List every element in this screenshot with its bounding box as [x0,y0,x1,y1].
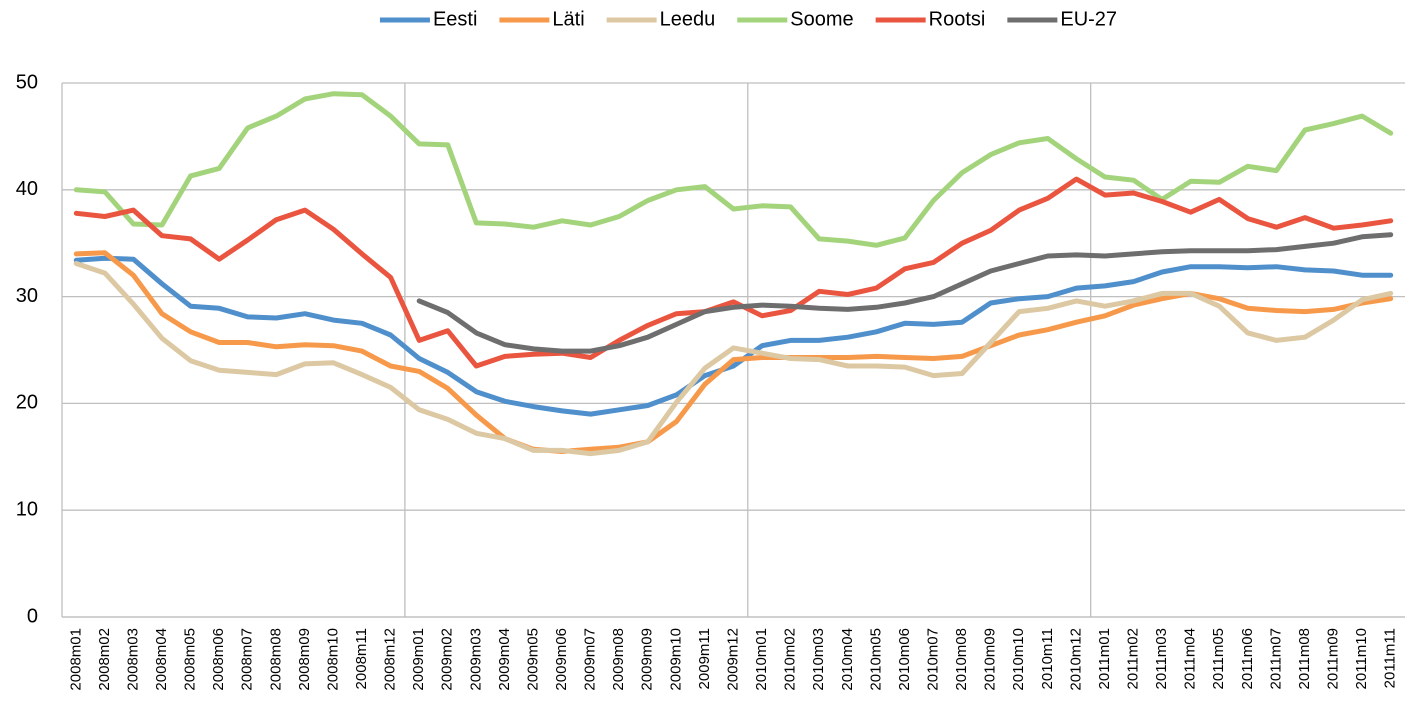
x-tick-label: 2009m02 [439,628,456,691]
x-tick-label: 2008m10 [324,628,341,691]
x-tick-label: 2009m01 [410,628,427,691]
x-tick-label: 2008m01 [67,628,84,691]
x-tick-label: 2010m10 [1010,628,1027,691]
x-tick-label: 2009m07 [582,628,599,691]
x-tick-label: 2011m07 [1267,628,1284,689]
x-tick-label: 2009m11 [696,628,713,689]
legend-label: Leedu [660,8,716,30]
x-tick-label: 2010m04 [839,628,856,691]
x-tick-label: 2011m01 [1096,628,1113,689]
x-tick-label: 2008m09 [296,628,313,691]
x-tick-label: 2011m03 [1153,628,1170,689]
x-tick-label: 2011m09 [1325,628,1342,689]
x-tick-label: 2009m12 [724,628,741,691]
legend-label: Soome [790,8,853,30]
x-tick-label: 2011m04 [1182,628,1199,689]
legend: Eesti Läti Leedu Soome Rootsi EU-27 [379,8,1117,30]
x-tick-label: 2008m03 [124,628,141,691]
y-tick-label: 0 [27,605,38,627]
legend-label: Läti [552,8,584,30]
x-tick-label: 2009m09 [639,628,656,691]
x-tick-label: 2010m06 [896,628,913,691]
x-tick-label: 2010m09 [982,628,999,691]
x-tick-label: 2008m07 [239,628,256,691]
x-tick-label: 2009m10 [667,628,684,691]
x-tick-label: 2010m11 [1039,628,1056,689]
x-tick-label: 2010m03 [810,628,827,691]
x-tick-label: 2008m02 [96,628,113,691]
series-line [416,232,1394,354]
x-tick-label: 2009m06 [553,628,570,691]
x-tick-label: 2011m08 [1296,628,1313,689]
x-tick-label: 2008m08 [267,628,284,691]
x-tick-label: 2008m11 [353,628,370,689]
series-line [73,250,1394,454]
x-tick-label: 2011m05 [1210,628,1227,689]
x-tick-label: 2010m02 [782,628,799,691]
x-tick-label: 2011m02 [1125,628,1142,689]
x-tick-label: 2011m06 [1239,628,1256,689]
y-tick-label: 10 [16,498,38,520]
x-tick-label: 2009m08 [610,628,627,691]
x-tick-label: 2009m04 [496,628,513,691]
legend-label: Eesti [433,8,477,30]
y-tick-label: 30 [16,285,38,307]
x-tick-label: 2009m03 [467,628,484,691]
series-line [73,255,1394,417]
x-tick-label: 2008m12 [382,628,399,691]
x-tick-label: 2008m06 [210,628,227,691]
y-tick-label: 50 [16,71,38,93]
series-line [73,91,1394,248]
x-tick-label: 2010m12 [1067,628,1084,691]
x-tick-label: 2010m08 [953,628,970,691]
legend-label: Rootsi [929,8,986,30]
x-tick-label: 2010m05 [867,628,884,691]
x-tick-label: 2009m05 [524,628,541,691]
x-tick-label: 2010m07 [924,628,941,691]
x-tick-label: 2010m01 [753,628,770,691]
series-line [73,261,1394,457]
x-tick-label: 2008m04 [153,628,170,691]
legend-label: EU-27 [1060,8,1117,30]
series-line [73,176,1394,369]
y-tick-label: 40 [16,178,38,200]
x-tick-label: 2011m11 [1382,628,1399,688]
y-tick-label: 20 [16,392,38,414]
x-tick-label: 2008m05 [182,628,199,691]
x-tick-label: 2011m10 [1353,628,1370,689]
